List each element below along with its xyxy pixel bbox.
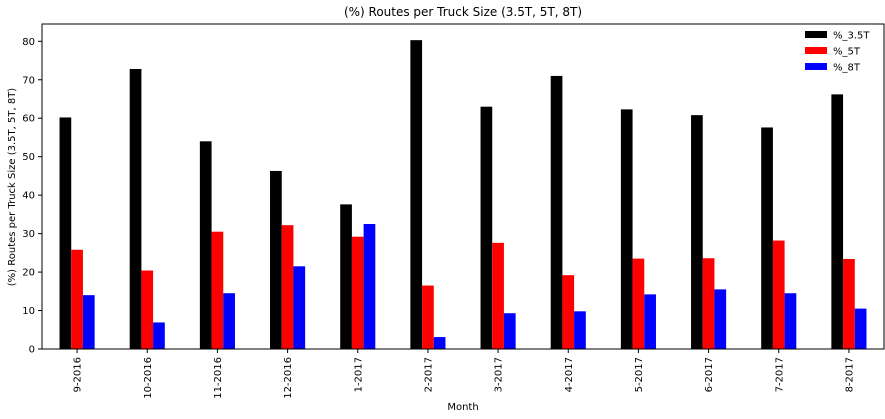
x-tick-label: 3-2017	[494, 357, 505, 392]
bar-%_8T-6-2017	[714, 289, 727, 349]
chart-title: (%) Routes per Truck Size (3.5T, 5T, 8T)	[344, 5, 582, 19]
x-tick-label: 6-2017	[704, 357, 715, 392]
bar-%_8T-5-2017	[644, 294, 656, 349]
bar-%_3.5T-8-2017	[831, 94, 844, 349]
plot-frame	[41, 23, 885, 350]
bar-%_8T-1-2017	[363, 224, 376, 349]
x-tick-label: 7-2017	[774, 357, 785, 392]
bar-%_5T-6-2017	[702, 258, 715, 349]
bar-%_5T-2-2017	[422, 285, 434, 349]
y-tick-label: 0	[29, 345, 35, 356]
bar-%_8T-2-2017	[433, 337, 446, 349]
legend-label-%_3.5T: %_3.5T	[833, 31, 870, 42]
bar-%_5T-12-2016	[281, 225, 294, 349]
y-tick-label: 70	[22, 75, 35, 86]
x-tick-label: 1-2017	[353, 357, 364, 392]
bar-%_5T-9-2016	[71, 249, 83, 349]
x-tick-label: 12-2016	[283, 357, 294, 399]
bar-%_5T-1-2017	[351, 236, 364, 349]
bar-%_3.5T-12-2016	[270, 170, 282, 349]
bar-%_3.5T-1-2017	[340, 204, 352, 349]
x-tick-label: 8-2017	[844, 357, 855, 392]
x-tick-label: 11-2016	[213, 357, 224, 399]
y-axis: 0 10 20 30 40 50 60 70 80	[22, 37, 42, 356]
bar-%_5T-4-2017	[562, 275, 575, 349]
bar-%_3.5T-4-2017	[550, 75, 563, 349]
bar-%_8T-3-2017	[503, 313, 516, 349]
bar-%_5T-7-2017	[772, 240, 785, 349]
y-tick-label: 20	[22, 268, 35, 279]
y-tick-label: 80	[22, 37, 35, 48]
bar-%_3.5T-2-2017	[410, 40, 423, 350]
x-tick-label: 4-2017	[564, 357, 575, 392]
bar-%_3.5T-6-2017	[691, 115, 703, 350]
bar-%_3.5T-7-2017	[761, 127, 773, 349]
x-axis: 9-2016 10-2016 11-2016 12-2016 1-2017 2-2017 3…	[73, 349, 855, 399]
legend-swatch-%_8T	[805, 63, 827, 70]
bar-%_3.5T-3-2017	[480, 106, 493, 349]
bar-%_8T-8-2017	[854, 308, 867, 349]
x-tick-label: 5-2017	[634, 357, 645, 392]
bar-%_8T-9-2016	[82, 295, 95, 349]
bar-%_5T-3-2017	[492, 242, 504, 349]
bar-%_8T-7-2017	[784, 293, 797, 349]
bar-%_5T-8-2017	[843, 259, 855, 349]
legend-swatch-%_3.5T	[805, 31, 827, 38]
bar-%_3.5T-5-2017	[620, 109, 633, 349]
y-axis-label: (%) Routes per Truck Size (3.5T, 5T, 8T)	[7, 88, 18, 287]
bar-%_3.5T-11-2016	[199, 141, 212, 349]
bar-%_5T-10-2016	[141, 270, 154, 349]
bar-%_3.5T-9-2016	[59, 117, 72, 349]
legend: %_3.5T %_5T %_8T	[805, 31, 870, 74]
bar-%_5T-11-2016	[211, 231, 224, 349]
y-tick-label: 40	[22, 191, 35, 202]
bar-%_5T-5-2017	[632, 258, 645, 349]
bar-%_8T-12-2016	[293, 266, 306, 349]
legend-label-%_8T: %_8T	[833, 63, 861, 74]
bar-%_3.5T-10-2016	[129, 69, 142, 349]
y-tick-label: 60	[22, 114, 35, 125]
x-axis-label: Month	[447, 402, 478, 413]
legend-label-%_5T: %_5T	[833, 47, 861, 58]
y-tick-label: 30	[22, 229, 35, 240]
bar-%_8T-4-2017	[574, 311, 586, 349]
bar-%_8T-11-2016	[223, 293, 235, 349]
legend-swatch-%_5T	[805, 47, 827, 54]
bars-group	[59, 40, 867, 350]
bar-%_8T-10-2016	[153, 322, 165, 349]
x-tick-label: 9-2016	[73, 357, 84, 392]
y-tick-label: 50	[22, 152, 35, 163]
y-tick-label: 10	[22, 306, 35, 317]
x-tick-label: 2-2017	[423, 357, 434, 392]
x-tick-label: 10-2016	[143, 357, 154, 399]
